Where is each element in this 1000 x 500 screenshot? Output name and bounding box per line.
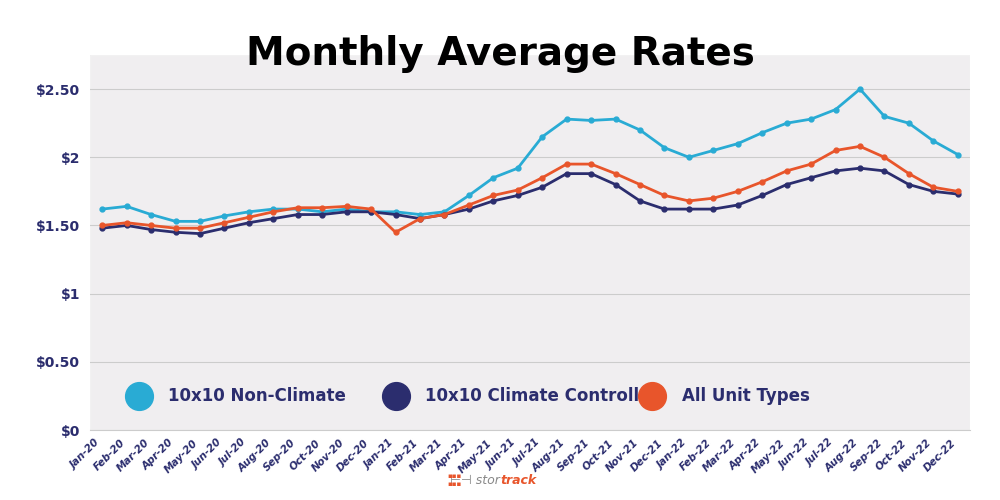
Text: Monthly Average Rates: Monthly Average Rates	[246, 35, 754, 73]
Text: 10x10 Climate Controlled: 10x10 Climate Controlled	[425, 387, 662, 405]
Text: 10x10 Non-Climate: 10x10 Non-Climate	[168, 387, 346, 405]
Text: track: track	[500, 474, 536, 488]
Text: ⊢⊣ stor: ⊢⊣ stor	[450, 474, 500, 488]
Text: All Unit Types: All Unit Types	[682, 387, 809, 405]
Text: ▪▪▪
▪▪▪: ▪▪▪ ▪▪▪	[448, 474, 462, 486]
